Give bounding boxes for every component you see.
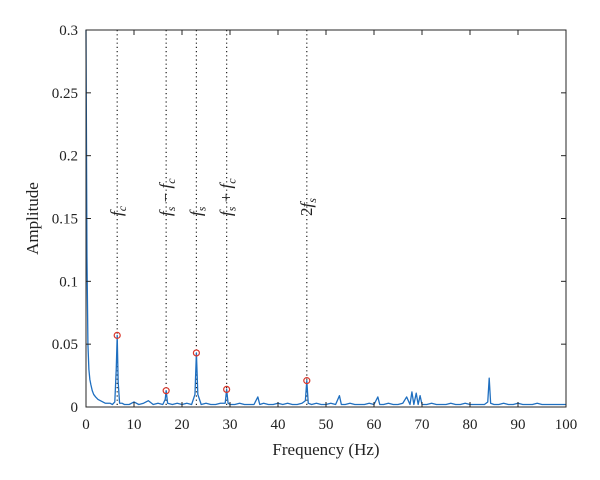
x-tick-label-6: 60 (367, 417, 382, 433)
y-axis-ticks: 0 0.05 0.1 0.15 0.2 0.25 0.3 (52, 23, 566, 416)
y-axis-title: Amplitude (23, 182, 42, 255)
annotation-label-3: fs + fc (217, 178, 239, 216)
peak-marker-3 (223, 385, 231, 394)
plot-area (85, 29, 566, 407)
annotation-label-0: fc (107, 205, 129, 216)
peak-marker-4 (303, 377, 311, 385)
x-tick-label-2: 20 (175, 417, 190, 433)
peak-marker-2 (192, 349, 200, 357)
y-tick-label-5: 0.25 (52, 86, 78, 102)
axes-frame (85, 29, 567, 408)
annotation-layer: fc fs − fc fs fs + fc 2fs (107, 178, 319, 216)
x-axis-title: Frequency (Hz) (272, 440, 379, 459)
x-tick-label-10: 100 (555, 417, 578, 433)
y-tick-label-0: 0 (71, 400, 79, 416)
annotation-label-2: fs (186, 206, 208, 216)
annotation-label-4: 2fs (297, 198, 319, 216)
x-axis-ticks: 0 10 20 30 40 50 60 70 80 90 100 (82, 30, 577, 433)
y-tick-label-2: 0.1 (59, 274, 78, 290)
y-tick-label-3: 0.15 (52, 212, 78, 228)
peak-marker-0 (113, 331, 121, 339)
y-tick-label-4: 0.2 (59, 149, 78, 165)
peak-marker-1 (162, 387, 170, 395)
x-tick-label-9: 90 (511, 417, 526, 433)
x-tick-label-1: 10 (127, 417, 142, 433)
y-tick-label-6: 0.3 (59, 23, 78, 39)
x-tick-label-8: 80 (463, 417, 478, 433)
x-tick-label-0: 0 (82, 417, 90, 433)
x-tick-label-7: 70 (415, 417, 430, 433)
annotation-label-1: fs − fc (156, 178, 178, 216)
y-tick-label-1: 0.05 (52, 337, 78, 353)
x-tick-label-4: 40 (271, 417, 286, 433)
spectrum-line-0 (85, 29, 566, 406)
x-tick-label-3: 30 (223, 417, 238, 433)
x-tick-label-5: 50 (319, 417, 334, 433)
